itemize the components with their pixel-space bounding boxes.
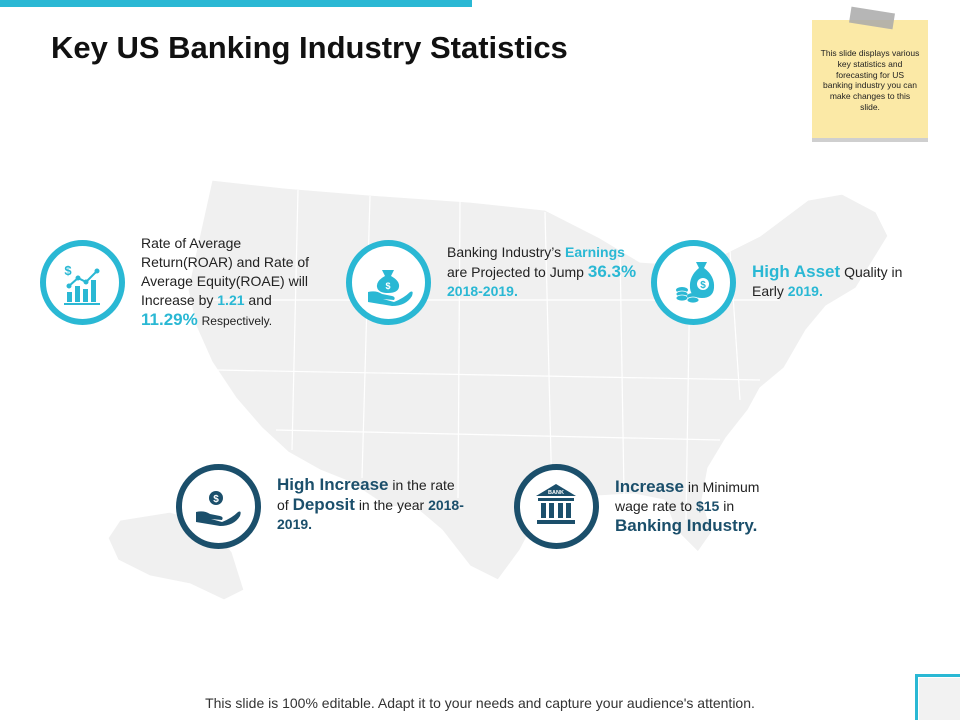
stat-asset-text: High Asset Quality in Early 2019.	[752, 262, 903, 299]
coin-hand-icon: $	[196, 491, 241, 526]
sticky-note-text: This slide displays various key statisti…	[820, 48, 920, 112]
svg-text:$: $	[700, 280, 706, 291]
stat-roar-text: Rate of Average Return(ROAR) and Rate of…	[141, 235, 310, 329]
growth-chart-icon: $	[64, 263, 100, 305]
money-bag-hand-icon: $	[368, 270, 413, 306]
stat-asset-circle: $	[651, 240, 736, 325]
bank-building-icon: BANK	[536, 484, 576, 524]
stat-roar-circle: $	[40, 240, 125, 325]
stat-deposit-text: High Increase in the rate of Deposit in …	[277, 475, 464, 532]
stat-earnings-text: Banking Industry’s Earnings are Projecte…	[447, 244, 637, 299]
corner-decoration	[915, 674, 960, 720]
stat-wage-circle: BANK	[514, 464, 599, 549]
svg-text:$: $	[213, 494, 219, 505]
sticky-note	[812, 20, 928, 138]
svg-text:BANK: BANK	[548, 490, 564, 496]
stat-wage-text: Increase in Minimum wage rate to $15 in …	[615, 477, 760, 535]
stat-deposit-circle: $	[176, 464, 261, 549]
svg-text:$: $	[64, 263, 72, 278]
money-bag-coins-icon: $	[675, 262, 715, 304]
footer-text: This slide is 100% editable. Adapt it to…	[205, 695, 755, 711]
stat-earnings-circle: $	[346, 240, 431, 325]
top-accent-bar	[0, 0, 472, 7]
svg-text:$: $	[385, 281, 390, 291]
page-title: Key US Banking Industry Statistics	[51, 30, 568, 65]
corner-decoration-fill	[919, 678, 960, 720]
